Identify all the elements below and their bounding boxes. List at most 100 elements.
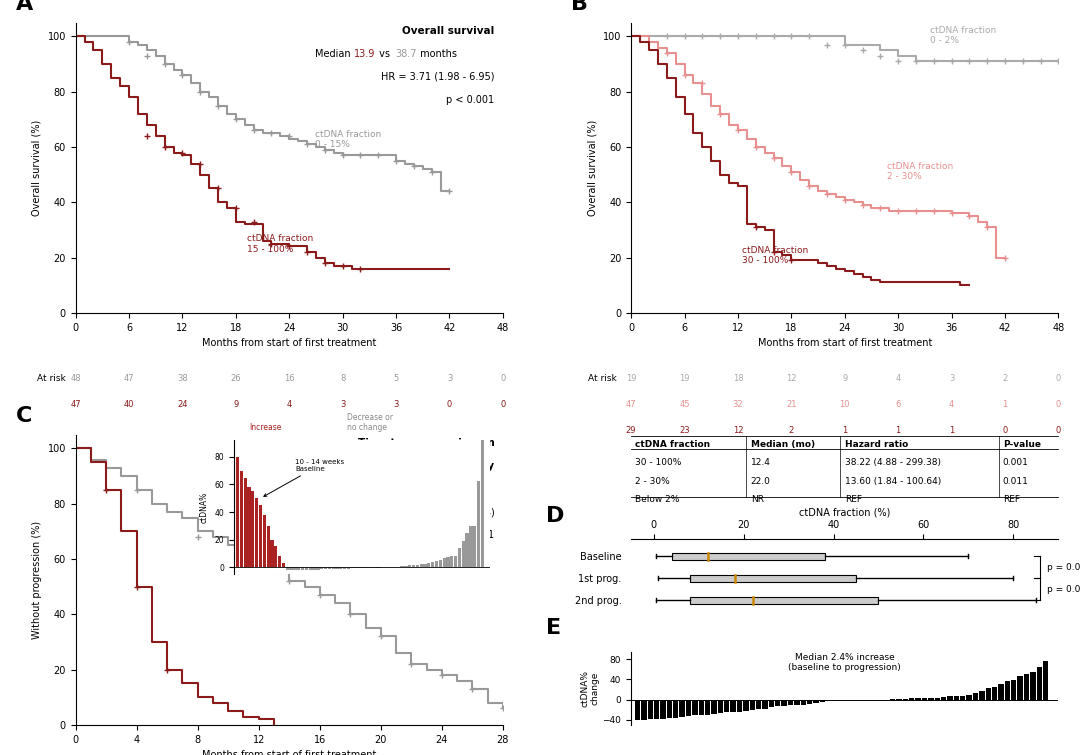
Text: 1: 1 [1002, 400, 1008, 409]
Text: Median (mo): Median (mo) [751, 440, 815, 449]
Bar [934, 698, 940, 700]
Bar [787, 700, 793, 705]
Bar [666, 700, 672, 718]
Text: 0: 0 [1056, 426, 1061, 435]
Text: ctDNA fraction
2 - 30%: ctDNA fraction 2 - 30% [888, 162, 954, 181]
Text: 0.011: 0.011 [1003, 477, 1029, 485]
X-axis label: Months from start of first treatment: Months from start of first treatment [202, 338, 377, 348]
Y-axis label: Overall survival (%): Overall survival (%) [32, 119, 42, 216]
Text: 47: 47 [124, 374, 134, 383]
Text: 19: 19 [679, 374, 690, 383]
Bar [692, 700, 698, 715]
Text: months: months [418, 49, 458, 59]
Text: 0: 0 [1056, 400, 1061, 409]
Text: Overall survival: Overall survival [402, 26, 495, 35]
Bar [794, 700, 799, 705]
X-axis label: Months from start of first treatment: Months from start of first treatment [757, 338, 932, 348]
Text: 4: 4 [895, 374, 901, 383]
Text: ctDNA fraction
0 - 15%: ctDNA fraction 0 - 15% [315, 130, 381, 149]
Bar [689, 575, 856, 582]
Text: Median: Median [289, 484, 328, 494]
Text: 38.7: 38.7 [395, 49, 417, 59]
Text: p < 0.001: p < 0.001 [446, 531, 495, 541]
Text: 48: 48 [70, 374, 81, 383]
Bar [967, 695, 972, 700]
Text: first-line therapy: first-line therapy [394, 461, 495, 471]
Text: Below 2%: Below 2% [635, 495, 679, 504]
Bar [1037, 667, 1042, 700]
Text: 8: 8 [340, 374, 346, 383]
Text: 38: 38 [177, 374, 188, 383]
Text: 22.0: 22.0 [751, 477, 771, 485]
Bar [820, 700, 825, 701]
Bar [928, 698, 933, 700]
Text: At risk: At risk [37, 374, 66, 383]
Text: months: months [388, 484, 428, 494]
Text: 0: 0 [447, 400, 453, 409]
Text: 0.001: 0.001 [1003, 458, 1029, 467]
Y-axis label: Without progression (%): Without progression (%) [32, 521, 42, 639]
X-axis label: Months from start of first treatment: Months from start of first treatment [202, 750, 377, 755]
Bar [960, 696, 966, 700]
Text: 3: 3 [393, 400, 399, 409]
Bar [689, 597, 878, 604]
Y-axis label: Overall survival (%): Overall survival (%) [588, 119, 597, 216]
Bar [724, 700, 729, 713]
Text: C: C [16, 406, 32, 426]
Text: HR = 5.59 (2.68 - 11.64): HR = 5.59 (2.68 - 11.64) [375, 507, 495, 517]
Text: 9: 9 [842, 374, 848, 383]
Text: 19: 19 [625, 374, 636, 383]
Text: REF: REF [845, 495, 862, 504]
Bar [750, 700, 755, 710]
Y-axis label: ctDNA%
change: ctDNA% change [580, 670, 599, 707]
Text: 2.8: 2.8 [334, 484, 350, 494]
Text: ctDNA fraction: ctDNA fraction [635, 440, 711, 449]
Text: 3: 3 [447, 374, 453, 383]
Text: 3: 3 [340, 400, 346, 409]
Bar [672, 553, 824, 559]
Bar [653, 700, 659, 720]
Text: 12: 12 [786, 374, 797, 383]
Bar [1030, 673, 1036, 700]
Text: 9: 9 [233, 400, 239, 409]
Bar [1043, 661, 1049, 700]
Bar [737, 700, 742, 712]
Bar [800, 700, 806, 705]
Bar [973, 693, 978, 700]
Text: 1: 1 [895, 426, 901, 435]
Text: ctDNA fraction
0 - 2%: ctDNA fraction 0 - 2% [930, 26, 997, 45]
Text: A: A [16, 0, 33, 14]
Bar [686, 700, 691, 716]
Text: 0: 0 [1002, 426, 1008, 435]
Bar [775, 700, 781, 706]
Bar [782, 700, 787, 706]
Text: 38.22 (4.88 - 299.38): 38.22 (4.88 - 299.38) [845, 458, 941, 467]
Text: 45: 45 [679, 400, 690, 409]
Text: p < 0.001: p < 0.001 [446, 95, 495, 105]
Bar [699, 700, 704, 715]
Text: 23: 23 [679, 426, 690, 435]
Bar [1011, 680, 1016, 700]
Text: p = 0.046: p = 0.046 [1048, 562, 1080, 572]
Bar [991, 687, 997, 700]
Text: 47: 47 [70, 400, 81, 409]
Text: 6.9: 6.9 [370, 484, 386, 494]
Text: 2: 2 [788, 426, 794, 435]
Text: 47: 47 [625, 400, 636, 409]
Text: 40: 40 [124, 400, 134, 409]
Text: 4: 4 [949, 400, 955, 409]
Text: 16: 16 [284, 374, 295, 383]
Bar [1024, 674, 1029, 700]
Text: vs: vs [351, 484, 368, 494]
Bar [762, 700, 768, 709]
Text: P-value: P-value [1003, 440, 1041, 449]
Text: 1: 1 [949, 426, 955, 435]
Bar [986, 689, 991, 700]
Text: 4: 4 [286, 400, 292, 409]
Text: HR = 3.71 (1.98 - 6.95): HR = 3.71 (1.98 - 6.95) [381, 72, 495, 82]
Bar [807, 700, 812, 704]
Text: p = 0.035: p = 0.035 [1048, 585, 1080, 594]
Text: 12: 12 [732, 426, 743, 435]
Text: NR: NR [751, 495, 764, 504]
Text: At risk: At risk [589, 374, 617, 383]
